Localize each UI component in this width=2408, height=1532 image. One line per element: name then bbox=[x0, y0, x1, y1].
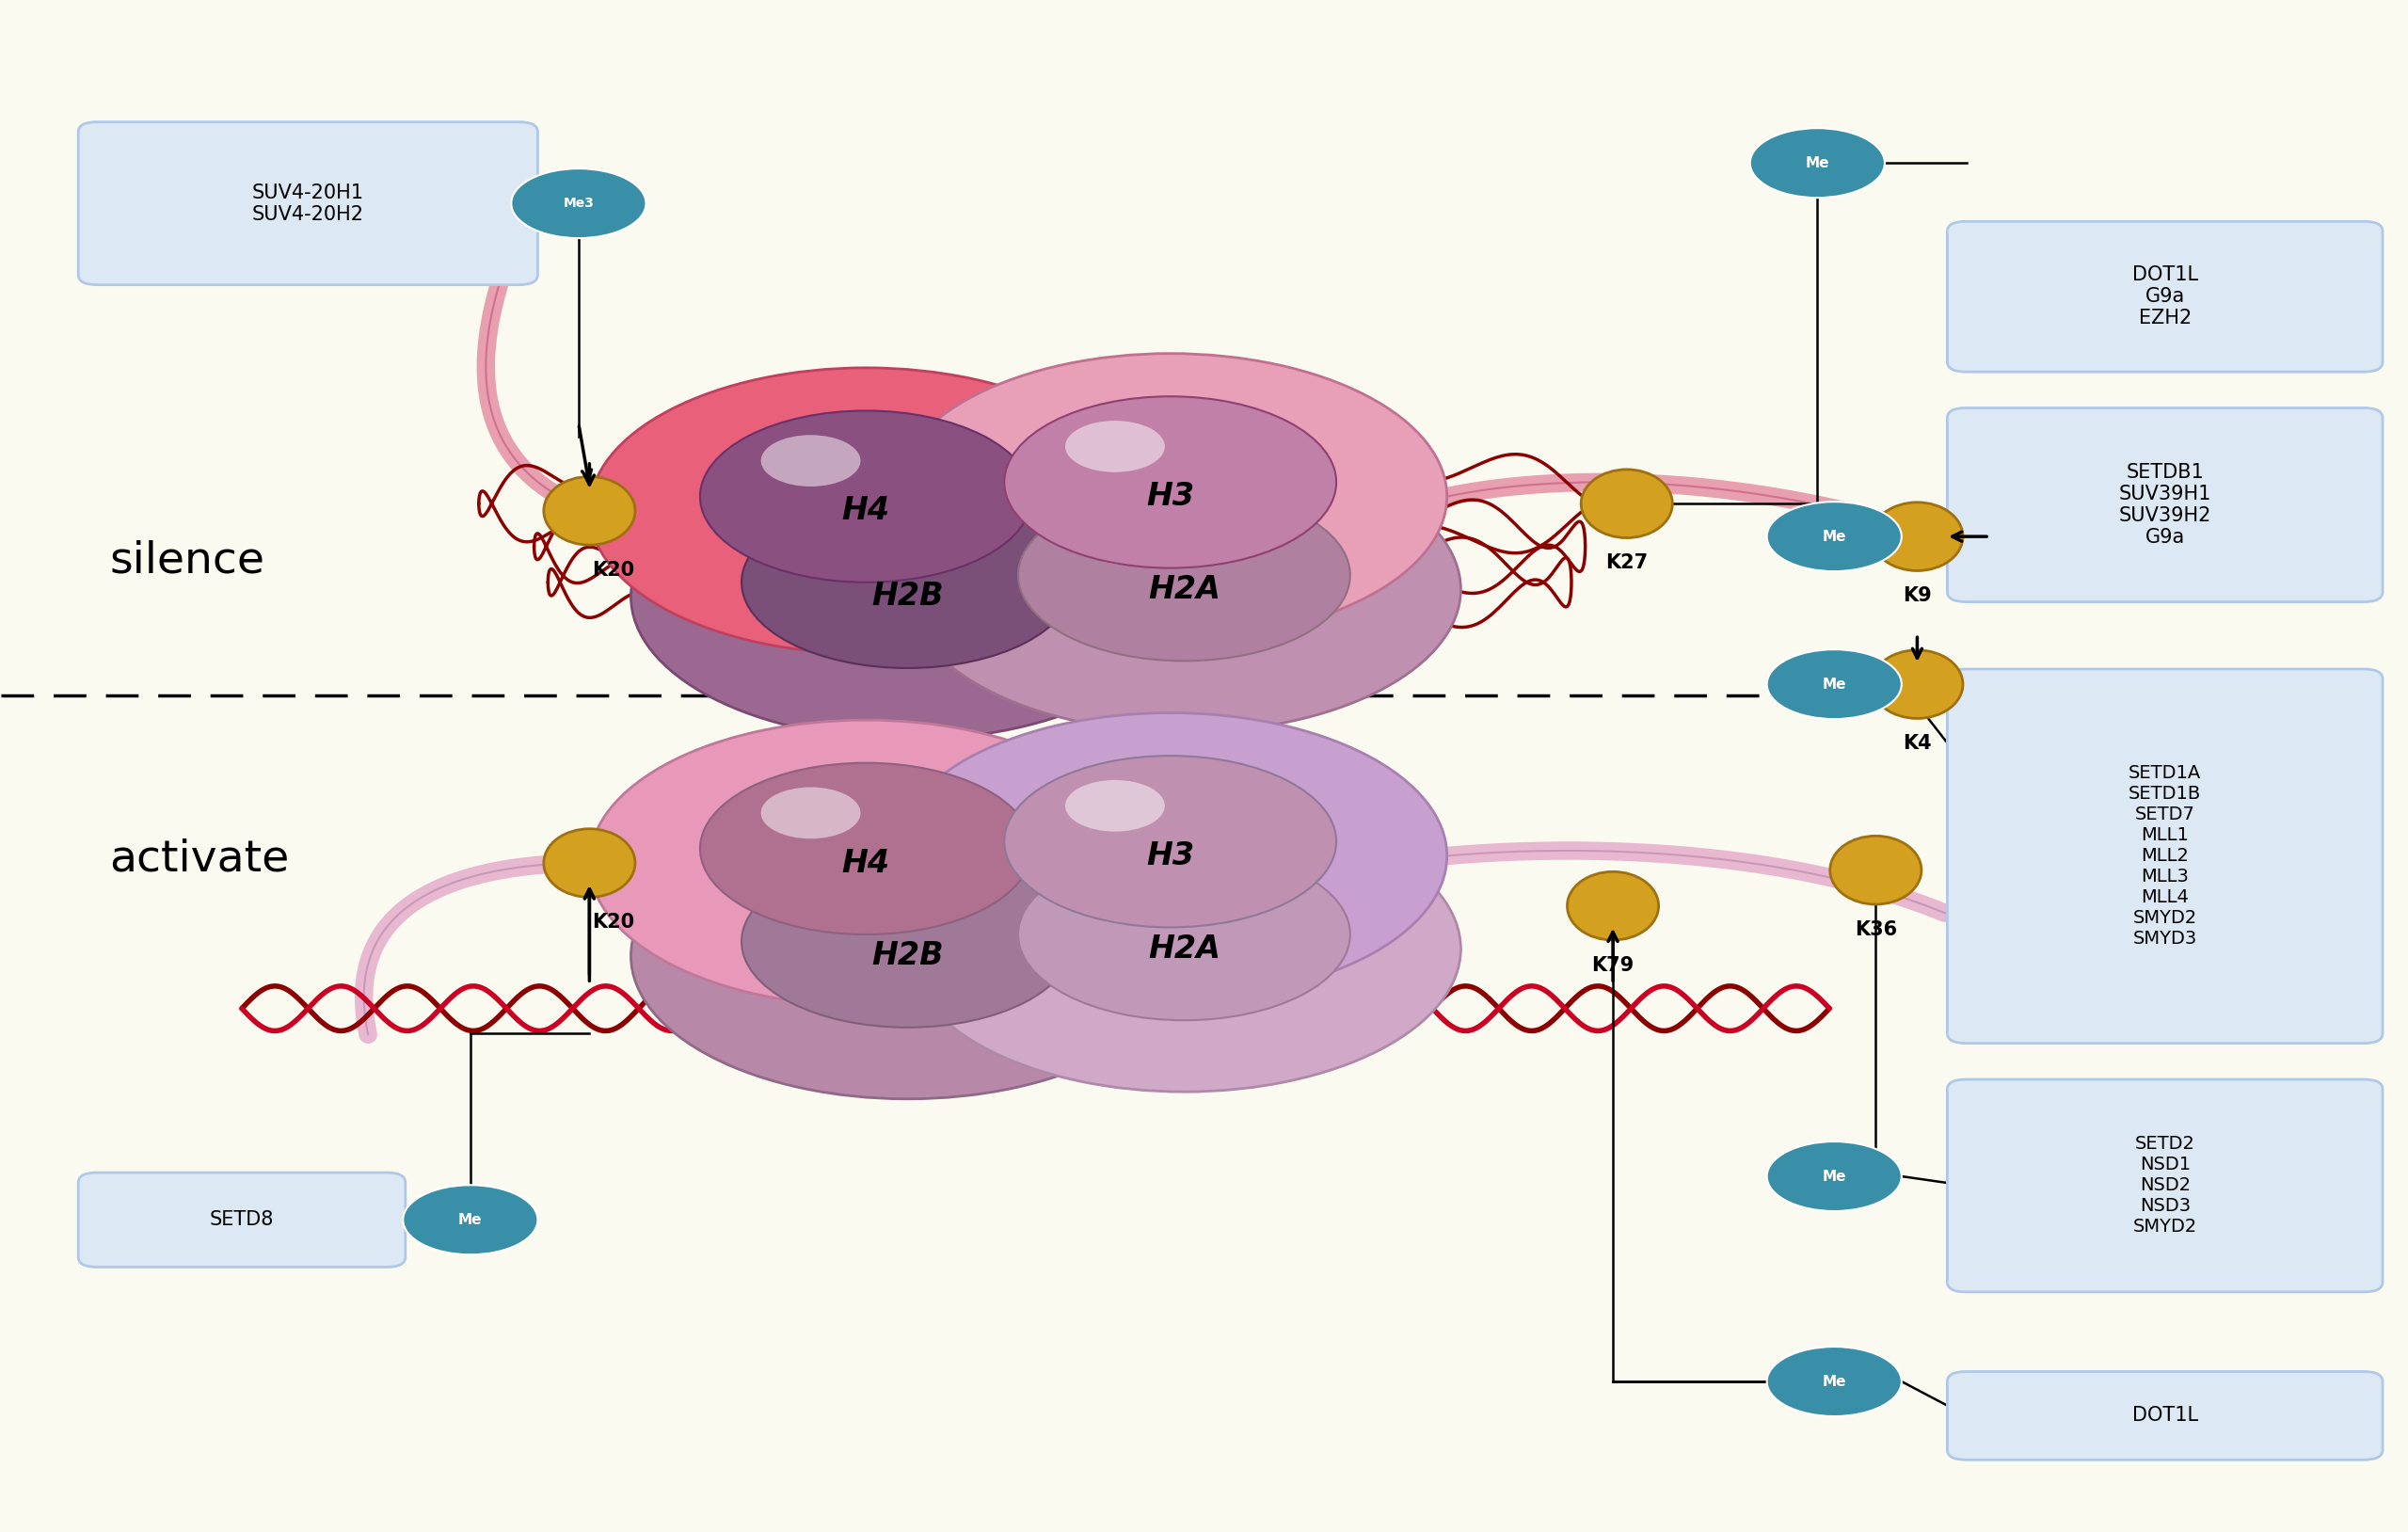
Ellipse shape bbox=[1871, 502, 1963, 571]
Text: K20: K20 bbox=[592, 913, 636, 931]
Text: H2A: H2A bbox=[1149, 574, 1221, 605]
Circle shape bbox=[1064, 421, 1165, 472]
Circle shape bbox=[802, 881, 903, 931]
FancyBboxPatch shape bbox=[1948, 669, 2382, 1043]
Text: K27: K27 bbox=[1606, 553, 1647, 571]
Circle shape bbox=[742, 496, 1074, 668]
Circle shape bbox=[763, 881, 886, 945]
Text: H4: H4 bbox=[843, 847, 891, 878]
Text: DOT1L
G9a
EZH2: DOT1L G9a EZH2 bbox=[2131, 265, 2199, 328]
Circle shape bbox=[1079, 513, 1178, 565]
Ellipse shape bbox=[1871, 650, 1963, 719]
Circle shape bbox=[1040, 515, 1163, 578]
Text: Me: Me bbox=[1823, 677, 1847, 691]
Circle shape bbox=[761, 787, 860, 838]
Text: Me: Me bbox=[1823, 1169, 1847, 1183]
Circle shape bbox=[763, 522, 886, 585]
Text: SETDB1
SUV39H1
SUV39H2
G9a: SETDB1 SUV39H1 SUV39H2 G9a bbox=[2119, 463, 2211, 547]
Circle shape bbox=[590, 368, 1144, 654]
Circle shape bbox=[631, 453, 1185, 740]
FancyBboxPatch shape bbox=[1948, 408, 2382, 602]
Circle shape bbox=[1019, 489, 1351, 660]
Circle shape bbox=[893, 354, 1447, 639]
Text: SUV4-20H1
SUV4-20H2: SUV4-20H1 SUV4-20H2 bbox=[253, 182, 364, 224]
Circle shape bbox=[802, 521, 903, 573]
Circle shape bbox=[1026, 781, 1149, 844]
Circle shape bbox=[908, 446, 1462, 732]
Circle shape bbox=[1019, 849, 1351, 1020]
Circle shape bbox=[1026, 423, 1149, 486]
Text: activate: activate bbox=[108, 838, 289, 881]
Text: SETD8: SETD8 bbox=[209, 1210, 275, 1229]
Text: Me: Me bbox=[1806, 156, 1830, 170]
Text: K9: K9 bbox=[1902, 587, 1931, 605]
Text: K36: K36 bbox=[1854, 919, 1898, 939]
Ellipse shape bbox=[1582, 469, 1674, 538]
Text: H2B: H2B bbox=[872, 581, 944, 613]
Circle shape bbox=[1064, 780, 1165, 832]
Circle shape bbox=[1004, 755, 1336, 927]
Text: H3: H3 bbox=[1146, 481, 1194, 512]
Circle shape bbox=[908, 806, 1462, 1092]
Circle shape bbox=[631, 813, 1185, 1098]
Circle shape bbox=[402, 1186, 537, 1255]
Text: K20: K20 bbox=[592, 561, 636, 579]
Text: H3: H3 bbox=[1146, 841, 1194, 872]
Text: K4: K4 bbox=[1902, 734, 1931, 752]
Text: SETD2
NSD1
NSD2
NSD3
SMYD2: SETD2 NSD1 NSD2 NSD3 SMYD2 bbox=[2133, 1135, 2196, 1236]
Circle shape bbox=[1767, 1141, 1902, 1212]
Text: Me: Me bbox=[458, 1213, 482, 1227]
Text: Me: Me bbox=[1823, 1374, 1847, 1388]
Circle shape bbox=[1079, 873, 1178, 924]
Circle shape bbox=[722, 437, 843, 499]
FancyBboxPatch shape bbox=[1948, 222, 2382, 372]
Circle shape bbox=[722, 789, 843, 852]
FancyBboxPatch shape bbox=[1948, 1371, 2382, 1460]
FancyBboxPatch shape bbox=[1948, 1080, 2382, 1291]
Circle shape bbox=[1004, 397, 1336, 568]
Circle shape bbox=[1767, 1347, 1902, 1416]
Circle shape bbox=[510, 169, 645, 237]
Circle shape bbox=[1751, 129, 1885, 198]
Ellipse shape bbox=[1830, 836, 1922, 904]
Text: H2A: H2A bbox=[1149, 933, 1221, 964]
Circle shape bbox=[590, 720, 1144, 1007]
FancyBboxPatch shape bbox=[79, 1172, 405, 1267]
Circle shape bbox=[742, 856, 1074, 1028]
Circle shape bbox=[893, 712, 1447, 999]
Ellipse shape bbox=[544, 476, 636, 545]
Text: silence: silence bbox=[108, 539, 265, 582]
Circle shape bbox=[1040, 875, 1163, 938]
Text: Me: Me bbox=[1823, 530, 1847, 544]
Text: H4: H4 bbox=[843, 495, 891, 527]
Circle shape bbox=[1767, 650, 1902, 719]
Circle shape bbox=[701, 763, 1033, 935]
Text: SETD1A
SETD1B
SETD7
MLL1
MLL2
MLL3
MLL4
SMYD2
SMYD3: SETD1A SETD1B SETD7 MLL1 MLL2 MLL3 MLL4 … bbox=[2129, 764, 2201, 948]
Circle shape bbox=[701, 411, 1033, 582]
Circle shape bbox=[1767, 501, 1902, 571]
Text: DOT1L: DOT1L bbox=[2131, 1406, 2199, 1425]
FancyBboxPatch shape bbox=[79, 123, 537, 285]
Text: K79: K79 bbox=[1592, 956, 1635, 974]
Text: Me3: Me3 bbox=[563, 196, 595, 210]
Ellipse shape bbox=[544, 829, 636, 898]
Text: H2B: H2B bbox=[872, 941, 944, 971]
Ellipse shape bbox=[1568, 872, 1659, 941]
Circle shape bbox=[761, 435, 860, 487]
